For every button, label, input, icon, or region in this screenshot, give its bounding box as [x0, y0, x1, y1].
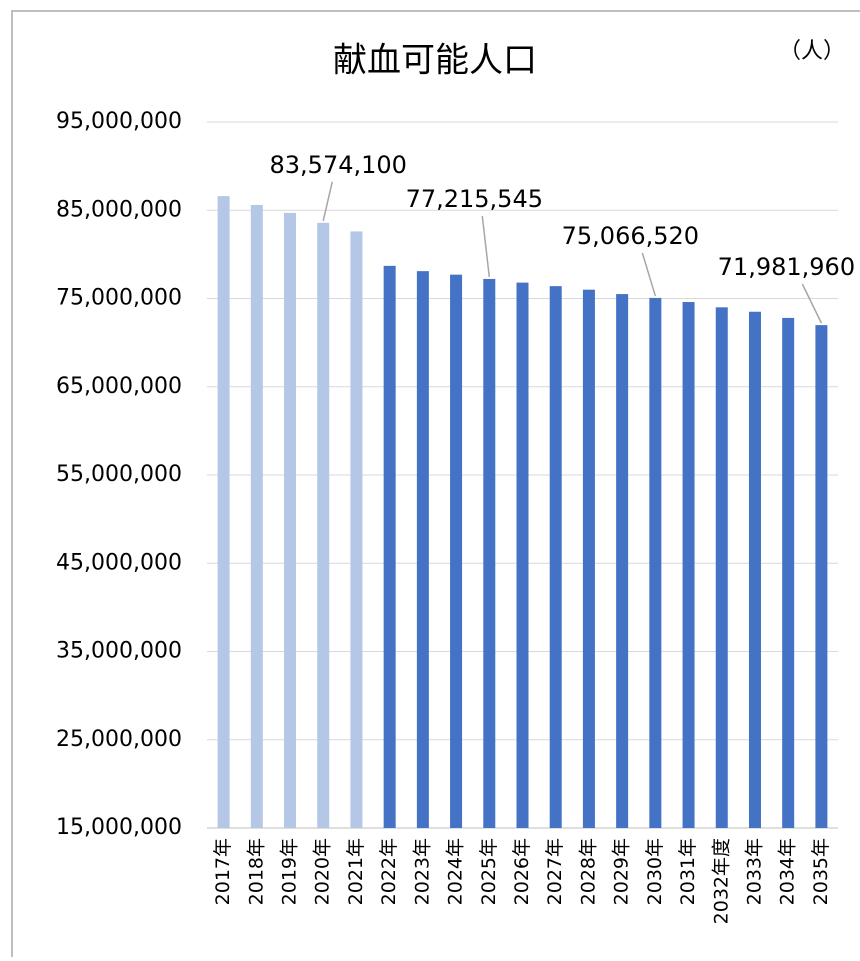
data-label: 75,066,520	[562, 222, 699, 250]
bar	[748, 311, 761, 828]
x-tick-label: 2026年	[511, 838, 533, 905]
x-tick-label: 2030年	[644, 838, 666, 905]
y-tick-label: 35,000,000	[56, 639, 182, 664]
bar	[649, 297, 662, 828]
x-tick-label: 2033年	[743, 838, 765, 905]
x-tick-label: 2025年	[478, 838, 500, 905]
bar	[317, 222, 330, 829]
y-tick-label: 45,000,000	[56, 550, 182, 575]
x-tick-label: 2017年	[212, 838, 234, 905]
x-tick-label: 2019年	[279, 838, 301, 905]
x-tick-label: 2022年	[378, 838, 400, 905]
bar	[682, 302, 695, 828]
x-tick-label: 2028年	[577, 838, 599, 905]
bar	[516, 282, 529, 828]
y-tick-label: 15,000,000	[56, 815, 182, 840]
leader-line	[641, 252, 657, 297]
unit-label: （人）	[779, 39, 845, 64]
data-label: 83,574,100	[270, 151, 407, 179]
bar	[217, 196, 230, 828]
leader-line	[481, 215, 491, 278]
x-tick-label: 2032年度	[710, 838, 732, 924]
bar	[549, 286, 562, 828]
bar	[284, 212, 297, 828]
data-label: 71,981,960	[718, 253, 855, 281]
bar	[483, 278, 496, 828]
x-tick-label: 2023年	[411, 838, 433, 905]
bar	[450, 274, 463, 828]
x-tick-label: 2024年	[445, 838, 467, 905]
x-tick-label: 2031年	[677, 838, 699, 905]
y-tick-label: 85,000,000	[56, 197, 182, 222]
bar	[715, 307, 728, 828]
y-tick-label: 25,000,000	[56, 727, 182, 752]
leader-line	[322, 181, 333, 222]
x-tick-label: 2034年	[777, 838, 799, 905]
y-tick-label: 65,000,000	[56, 374, 182, 399]
x-tick-label: 2029年	[611, 838, 633, 905]
data-label: 77,215,545	[406, 185, 543, 213]
bar	[782, 317, 795, 828]
leader-line	[801, 283, 823, 324]
bar	[416, 271, 429, 829]
bar	[250, 204, 263, 828]
bar	[815, 325, 828, 828]
x-tick-label: 2018年	[245, 838, 267, 905]
chart-title: 献血可能人口	[333, 41, 537, 81]
x-tick-label: 2021年	[345, 838, 367, 905]
y-tick-label: 55,000,000	[56, 462, 182, 487]
y-tick-label: 75,000,000	[56, 286, 182, 311]
x-tick-label: 2035年	[810, 838, 832, 905]
bar	[582, 289, 595, 828]
x-tick-label: 2020年	[312, 838, 334, 905]
bar	[350, 231, 363, 828]
y-tick-label: 95,000,000	[56, 109, 182, 134]
bar	[616, 294, 629, 828]
bar	[383, 265, 396, 828]
x-tick-label: 2027年	[544, 838, 566, 905]
